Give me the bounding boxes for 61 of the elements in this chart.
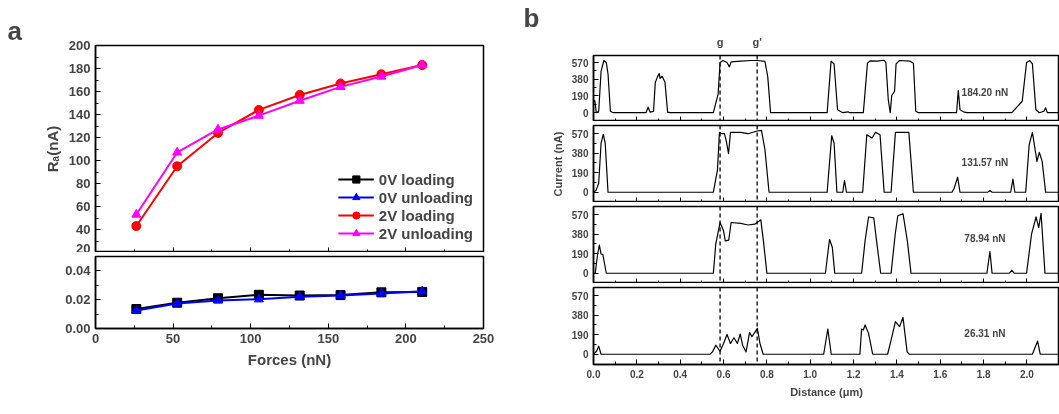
legend-label: 2V loading — [378, 206, 455, 224]
x-tick-label: 2.0 — [1020, 368, 1035, 380]
y-tick-label: 0 — [582, 349, 589, 361]
y-tick-label: 160 — [68, 84, 91, 99]
annotation: 26.31 nN — [964, 328, 1006, 340]
y-tick-label: 570 — [571, 128, 589, 140]
text: a — [7, 15, 23, 46]
annotation: 131.57 nN — [961, 156, 1009, 168]
y-tick-label: 570 — [571, 57, 589, 69]
y-tick-label: 0.02 — [65, 292, 91, 308]
annotation: 78.94 nN — [964, 233, 1006, 245]
ref-line-label: g — [716, 35, 724, 48]
y-tick-label: 0 — [582, 107, 589, 119]
y-tick-label: 380 — [571, 74, 589, 86]
legend-label: 2V unloading — [378, 224, 473, 242]
y-tick-label: 190 — [571, 248, 589, 260]
x-tick-label: 1.8 — [976, 368, 992, 380]
x-tick-label: 50 — [165, 330, 181, 346]
y-axis-title: Rₐ(nA) — [43, 125, 61, 173]
y-tick-label: 40 — [76, 222, 91, 237]
y-tick-label: 80 — [76, 176, 91, 191]
legend-label: 0V unloading — [378, 188, 473, 206]
y-tick-label: 380 — [571, 310, 589, 322]
y-axis-title: Current (nA) — [551, 131, 564, 197]
y-tick-label: 60 — [76, 199, 91, 214]
x-axis-title: Distance (μm) — [790, 385, 864, 398]
x-tick-label: 0.8 — [759, 368, 775, 380]
y-tick-label: 0 — [582, 187, 589, 199]
x-tick-label: 1.0 — [803, 368, 818, 380]
y-tick-label: 570 — [571, 209, 589, 221]
x-tick-label: 150 — [317, 330, 340, 346]
x-tick-label: 1.4 — [889, 368, 905, 380]
x-axis-title: Forces (nN) — [247, 350, 332, 368]
x-tick-label: 0.4 — [673, 368, 688, 380]
y-tick-label: 0.00 — [65, 321, 91, 336]
text: b — [523, 2, 540, 33]
x-tick-label: 1.2 — [846, 368, 861, 380]
y-tick-label: 0.04 — [65, 263, 92, 279]
y-tick-label: 100 — [68, 153, 91, 168]
x-tick-label: 1.6 — [933, 368, 948, 380]
y-tick-label: 190 — [571, 167, 589, 179]
x-tick-label: 200 — [395, 330, 417, 346]
y-tick-label: 140 — [68, 107, 91, 122]
y-tick-label: 120 — [68, 130, 91, 145]
x-tick-label: 250 — [472, 330, 495, 346]
x-tick-label: 0.2 — [629, 368, 645, 380]
y-tick-label: 380 — [571, 148, 589, 160]
x-tick-label: 0.6 — [716, 368, 731, 380]
y-tick-label: 190 — [571, 329, 589, 341]
ref-line-label: g' — [752, 35, 763, 48]
legend-label: 0V loading — [378, 170, 455, 188]
x-tick-label: 0.0 — [586, 368, 601, 380]
x-tick-label: 100 — [239, 330, 262, 346]
y-tick-label: 200 — [68, 38, 91, 53]
y-tick-label: 190 — [571, 90, 589, 102]
y-tick-label: 20 — [76, 240, 91, 256]
annotation: 184.20 nN — [961, 86, 1009, 98]
y-tick-label: 180 — [68, 61, 91, 76]
y-tick-label: 570 — [571, 290, 589, 302]
y-tick-label: 380 — [571, 229, 589, 241]
y-tick-label: 0 — [582, 268, 589, 280]
